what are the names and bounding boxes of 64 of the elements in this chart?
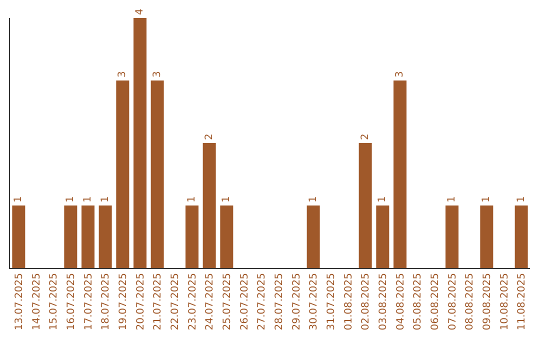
bar [394, 80, 406, 268]
data-label: 1 [82, 196, 94, 202]
bar [150, 80, 164, 268]
x-tick-label: 06.08.2025 [430, 273, 441, 330]
bar [82, 206, 94, 268]
x-tick-label: 24.07.2025 [204, 273, 216, 330]
data-label: 1 [221, 196, 232, 202]
x-tick-label: 22.07.2025 [170, 273, 181, 330]
x-tick-label: 30.07.2025 [308, 273, 320, 330]
x-tick-label: 04.08.2025 [395, 273, 406, 330]
x-tick-label: 31.07.2025 [326, 273, 337, 330]
bar [64, 206, 78, 268]
x-tick-label: 21.07.2025 [152, 273, 164, 330]
x-tick-label: 20.07.2025 [135, 273, 146, 330]
bar [98, 206, 112, 268]
data-label: 1 [377, 196, 388, 202]
x-tick-label: 07.08.2025 [447, 273, 458, 330]
bar [186, 206, 198, 268]
x-tick-label: 27.07.2025 [256, 273, 268, 330]
data-label: 4 [134, 8, 146, 15]
data-label: 3 [117, 71, 128, 78]
x-tick-label: 29.07.2025 [291, 273, 302, 330]
data-label: 1 [481, 196, 492, 202]
data-label: 1 [100, 196, 111, 202]
x-tick-label: 16.07.2025 [66, 273, 77, 330]
x-tick-label: 08.08.2025 [464, 273, 476, 330]
bar [134, 18, 146, 268]
x-tick-label: 25.07.2025 [222, 273, 233, 330]
x-tick-label: 28.07.2025 [274, 273, 285, 330]
x-tick-label: 11.08.2025 [516, 273, 528, 330]
data-label: 2 [360, 134, 371, 140]
x-tick-label: 26.07.2025 [239, 273, 250, 330]
x-tick-label: 02.08.2025 [360, 273, 372, 330]
bar [116, 80, 130, 268]
bar [220, 206, 234, 268]
x-tick-label: 15.07.2025 [48, 273, 60, 330]
data-label: 3 [152, 71, 163, 78]
data-label: 1 [308, 196, 319, 202]
bar [358, 143, 372, 268]
x-tick-label: 19.07.2025 [118, 273, 129, 330]
data-label: 1 [65, 196, 76, 202]
bar [514, 206, 528, 268]
x-tick-label: 09.08.2025 [482, 273, 493, 330]
x-tick-label: 05.08.2025 [412, 273, 424, 330]
data-label: 1 [516, 196, 527, 202]
data-label: 1 [446, 196, 458, 202]
x-tick-label: 17.07.2025 [83, 273, 94, 330]
x-tick-label: 10.08.2025 [499, 273, 510, 330]
x-tick-label: 01.08.2025 [343, 273, 354, 330]
data-label: 2 [204, 134, 215, 140]
bar [446, 206, 458, 268]
bar [376, 206, 390, 268]
data-label: 3 [394, 71, 406, 78]
bar [480, 206, 494, 268]
bar [202, 143, 216, 268]
bar [306, 206, 320, 268]
data-label: 1 [186, 196, 198, 202]
x-tick-label: 23.07.2025 [187, 273, 198, 330]
bar [12, 206, 26, 268]
x-tick-label: 03.08.2025 [378, 273, 389, 330]
x-tick-label: 18.07.2025 [100, 273, 112, 330]
x-tick-label: 13.07.2025 [14, 273, 25, 330]
x-tick-label: 14.07.2025 [31, 273, 42, 330]
data-label: 1 [13, 196, 24, 202]
